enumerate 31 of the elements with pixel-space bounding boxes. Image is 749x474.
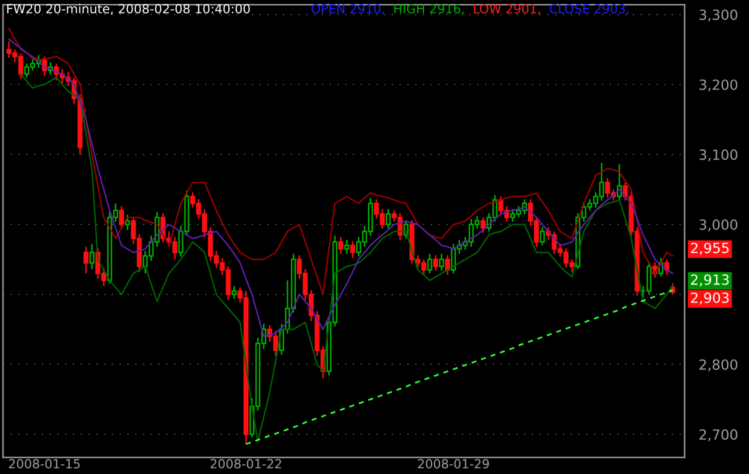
text: 2,903 xyxy=(691,292,729,304)
x-tick-label: 2008-01-22 xyxy=(210,459,282,468)
y-tick-label: 2,700 xyxy=(699,429,738,442)
candlestick xyxy=(480,216,486,234)
candlestick xyxy=(344,239,350,255)
text: 2,913 xyxy=(691,274,729,286)
candlestick xyxy=(427,253,432,274)
y-tick-label: 2,800 xyxy=(699,359,738,372)
chart-title: FW20 20-minute, 2008-02-08 10:40:00 xyxy=(7,4,250,15)
y-tick-label: 3,000 xyxy=(700,219,738,232)
candlestick xyxy=(664,258,670,276)
x-tick-label: 2008-01-15 xyxy=(9,459,80,468)
candlestick xyxy=(84,246,88,274)
candlestick xyxy=(89,243,94,270)
chart-subtitle: OPEN 2910, HIGH 2916, LOW 2901, CLOSE 2903, xyxy=(312,4,629,15)
x-tick-label: 2008-01-29 xyxy=(418,459,489,468)
line-series xyxy=(8,28,674,296)
candlestick xyxy=(433,254,438,272)
candlestick xyxy=(338,236,344,255)
y-tick-label: 3,300 xyxy=(700,10,738,22)
y-tick-label: 3,200 xyxy=(700,79,738,92)
candlestick xyxy=(232,285,237,300)
candlestick xyxy=(119,206,124,230)
candlestick xyxy=(445,254,450,276)
candlestick xyxy=(350,240,356,259)
candlestick xyxy=(439,253,444,272)
candlestick xyxy=(386,208,391,230)
candlestick xyxy=(540,226,545,246)
y-tick-label: 3,100 xyxy=(700,149,738,162)
candlestick xyxy=(124,214,130,231)
text: 2,955 xyxy=(691,242,729,255)
